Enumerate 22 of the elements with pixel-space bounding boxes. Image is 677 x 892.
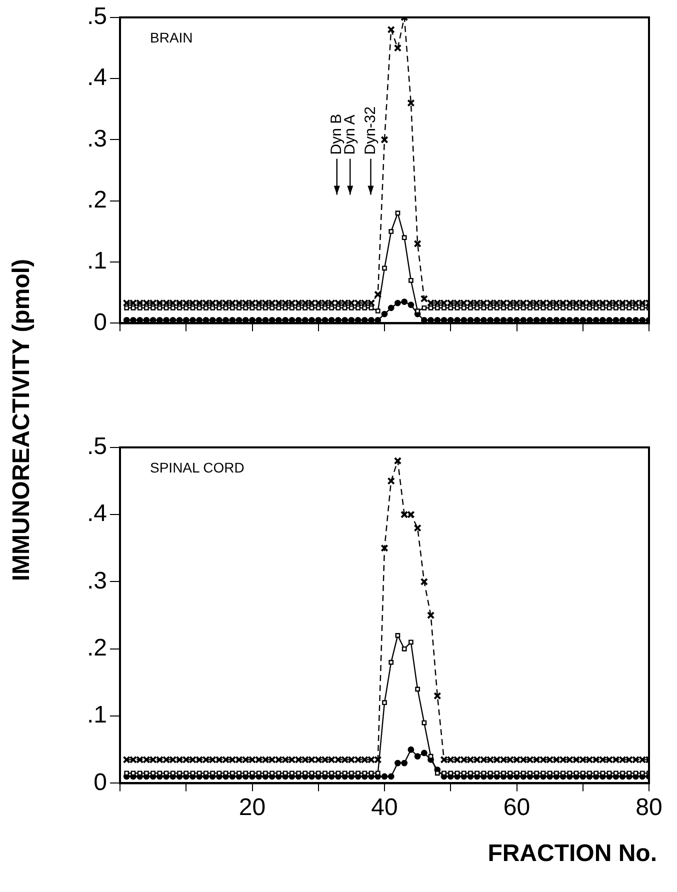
- y-tick-label: .5: [86, 3, 107, 30]
- y-axis-title: IMMUNOREACTIVITY (pmol): [8, 258, 36, 582]
- annotation: Dyn B: [328, 114, 346, 155]
- x-tick-label: 40: [371, 794, 398, 822]
- x-tick-label: 20: [238, 794, 266, 822]
- y-tick-label: .2: [86, 634, 107, 662]
- y-tick-label: .1: [86, 702, 107, 729]
- text: BRAIN: [150, 29, 193, 46]
- annotation: Dyn-32: [362, 106, 379, 155]
- y-tick-label: .3: [86, 567, 107, 594]
- y-tick-label: .5: [86, 433, 107, 460]
- x-tick-label: 60: [503, 794, 530, 822]
- y-tick-label: .1: [86, 248, 107, 275]
- y-tick-label: .4: [86, 500, 107, 528]
- x-axis-title: FRACTION No.: [488, 840, 657, 868]
- y-tick-label: .2: [86, 186, 107, 214]
- y-tick-label: 0: [94, 308, 107, 336]
- y-tick-label: .3: [86, 125, 107, 152]
- y-tick-label: .4: [86, 64, 107, 92]
- x-tick-label: 80: [636, 794, 662, 822]
- y-tick-label: 0: [94, 768, 107, 796]
- text: SPINAL CORD: [150, 459, 244, 476]
